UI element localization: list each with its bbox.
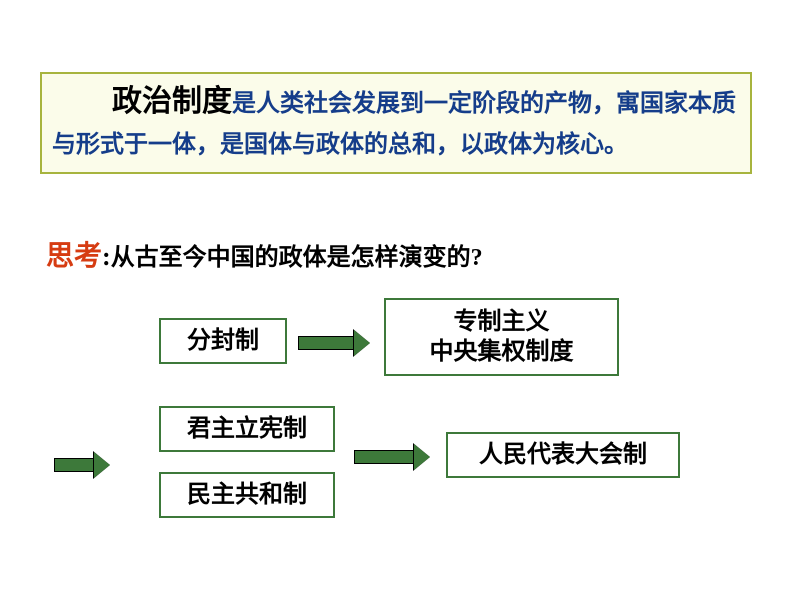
flow-node-junzhu: 君主立宪制 — [159, 406, 335, 452]
flow-node-renmin: 人民代表大会制 — [446, 432, 680, 478]
flow-node-zhuanzhi: 专制主义 中央集权制度 — [384, 298, 619, 376]
flow-node-label: 分封制 — [187, 326, 259, 356]
flow-node-label: 君主立宪制 — [187, 414, 307, 444]
intro-strong-text: 政治制度 — [52, 85, 232, 118]
flow-arrow-icon — [54, 452, 110, 478]
intro-box: 政治制度是人类社会发展到一定阶段的产物，寓国家本质与形式于一体，是国体与政体的总… — [40, 72, 752, 174]
flow-node-label: 人民代表大会制 — [479, 440, 647, 470]
flow-arrow-icon — [298, 330, 370, 356]
question-body: 从古至今中国的政体是怎样演变的? — [111, 245, 483, 271]
flow-node-minzhu: 民主共和制 — [159, 472, 335, 518]
flow-node-fenfeng: 分封制 — [159, 318, 287, 364]
question-line: 思考:从古至今中国的政体是怎样演变的? — [46, 234, 483, 274]
flow-node-label: 专制主义 中央集权制度 — [430, 307, 574, 367]
flow-arrow-icon — [354, 444, 430, 470]
question-prefix: 思考 — [46, 241, 102, 272]
question-colon: : — [102, 242, 111, 271]
flow-node-label: 民主共和制 — [187, 480, 307, 510]
